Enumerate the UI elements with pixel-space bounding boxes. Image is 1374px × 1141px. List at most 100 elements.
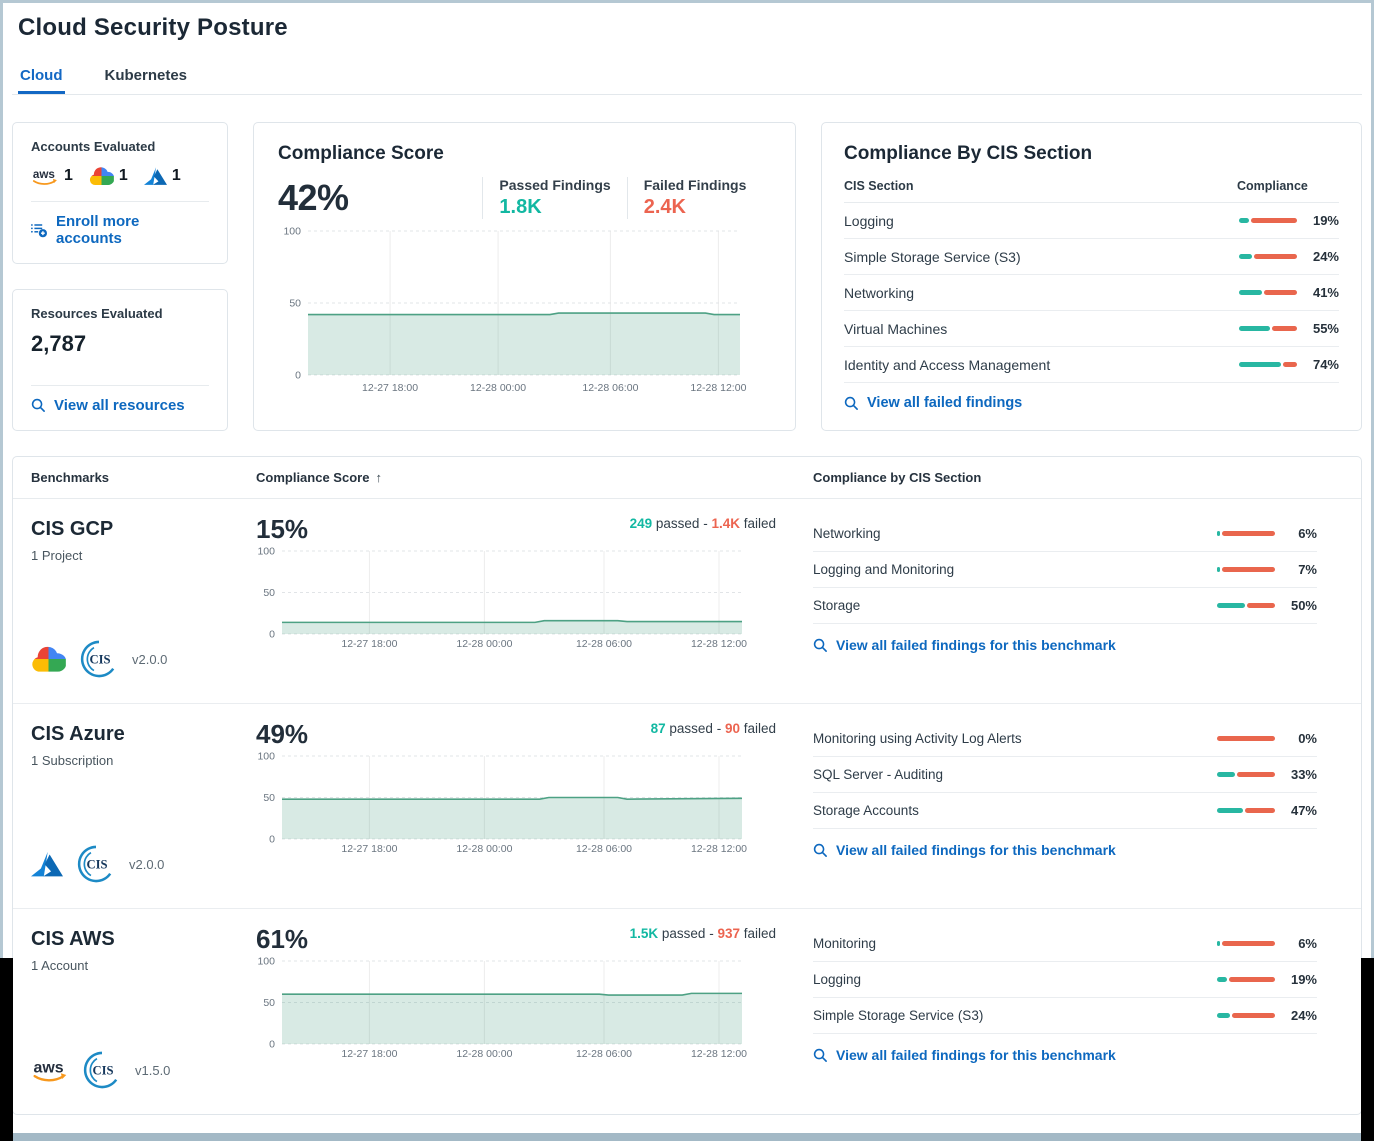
cis-section-label: Monitoring xyxy=(813,936,877,951)
benchmark-name: CIS GCP xyxy=(31,518,114,540)
cis-section-label: Simple Storage Service (S3) xyxy=(844,248,1021,265)
cis-section-row: Networking 6% xyxy=(813,516,1317,552)
cis-section-label: Monitoring using Activity Log Alerts xyxy=(813,731,1022,746)
view-failed-findings-link[interactable]: View all failed findings for this benchm… xyxy=(813,624,1116,653)
passed-count: 249 xyxy=(629,516,653,531)
bar-failed-segment xyxy=(1217,736,1275,741)
compliance-by-cis-section-card: Compliance By CIS Section CIS Section Co… xyxy=(821,122,1362,431)
svg-text:12-28 12:00: 12-28 12:00 xyxy=(691,843,747,855)
left-card-column: Accounts Evaluated aws 1 1 1 Enroll more ac… xyxy=(12,122,228,431)
svg-text:12-28 12:00: 12-28 12:00 xyxy=(691,1048,747,1060)
summary-cards-row: Accounts Evaluated aws 1 1 1 Enroll more ac… xyxy=(12,122,1362,431)
search-icon xyxy=(813,843,828,858)
resources-evaluated-value: 2,787 xyxy=(31,331,87,356)
resources-evaluated-title: Resources Evaluated xyxy=(31,306,163,321)
compliance-bar xyxy=(1239,362,1297,367)
svg-text:CIS: CIS xyxy=(87,858,108,872)
cis-section-row: Monitoring 6% xyxy=(813,926,1317,962)
cis-logo-icon: CIS xyxy=(76,844,116,884)
svg-text:12-27 18:00: 12-27 18:00 xyxy=(341,638,397,650)
compliance-bar xyxy=(1217,1013,1275,1018)
cis-section-row: Logging 19% xyxy=(844,203,1339,239)
failed-findings-value: 2.4K xyxy=(643,196,686,218)
cis-section-card-title: Compliance By CIS Section xyxy=(844,143,1093,164)
bar-failed-segment xyxy=(1247,603,1275,608)
cis-section-row: Logging and Monitoring 7% xyxy=(813,552,1317,588)
bar-passed-segment xyxy=(1217,808,1243,813)
cis-section-row: SQL Server - Auditing 33% xyxy=(813,757,1317,793)
tab-kubernetes[interactable]: Kubernetes xyxy=(104,67,188,84)
svg-text:12-28 06:00: 12-28 06:00 xyxy=(576,638,632,650)
accounts-evaluated-card: Accounts Evaluated aws 1 1 1 Enroll more ac… xyxy=(12,122,228,264)
compliance-bar-group: 0% xyxy=(1215,731,1317,746)
view-failed-findings-link[interactable]: View all failed findings for this benchm… xyxy=(813,829,1116,858)
cis-section-row: Simple Storage Service (S3) 24% xyxy=(813,998,1317,1034)
benchmark-score-column: 15% 249 passed - 1.4K failed 12-27 18:00 12… xyxy=(256,514,786,683)
svg-text:CIS: CIS xyxy=(90,653,111,667)
provider-azure-count: 1 xyxy=(143,166,181,186)
cis-logo-icon: CIS xyxy=(79,639,119,679)
svg-text:50: 50 xyxy=(263,792,275,804)
benchmark-row: CIS Azure 1 Subscription CIS v2.0.0 49% 87 pa… xyxy=(13,704,1361,909)
bar-failed-segment xyxy=(1264,290,1297,295)
passed-findings-label: Passed Findings xyxy=(499,177,611,193)
passed-word: passed - xyxy=(665,721,725,736)
bar-passed-segment xyxy=(1239,326,1270,331)
divider xyxy=(31,201,209,202)
svg-text:aws: aws xyxy=(33,168,55,181)
svg-text:CIS: CIS xyxy=(93,1064,114,1078)
compliance-score-column-header[interactable]: Compliance Score ↑ xyxy=(256,470,786,485)
svg-text:0: 0 xyxy=(269,1039,275,1051)
compliance-bar-group: 6% xyxy=(1215,936,1317,951)
provider-count-value: 1 xyxy=(118,167,128,184)
bar-passed-segment xyxy=(1217,603,1245,608)
bar-failed-segment xyxy=(1232,1013,1275,1018)
sort-ascending-icon: ↑ xyxy=(375,470,382,485)
providers-row: aws 1 1 1 xyxy=(31,166,209,186)
compliance-bar xyxy=(1217,808,1275,813)
benchmark-logos: CIS v2.0.0 xyxy=(31,844,256,888)
compliance-bar-group: 55% xyxy=(1237,321,1339,336)
window-frame-top xyxy=(0,0,1374,3)
bar-failed-segment xyxy=(1272,326,1297,331)
bar-failed-segment xyxy=(1222,531,1275,536)
compliance-bar xyxy=(1239,254,1297,259)
enroll-more-accounts-link[interactable]: Enroll more accounts xyxy=(31,202,209,247)
link-label: View all failed findings for this benchm… xyxy=(836,842,1116,858)
benchmark-scope: 1 Project xyxy=(31,548,83,563)
pass-fail-summary: 1.5K passed - 937 failed xyxy=(630,926,786,941)
tab-bar: Cloud Kubernetes xyxy=(12,67,1362,95)
bar-failed-segment xyxy=(1254,254,1297,259)
benchmark-row: CIS AWS 1 Account aws CIS v1.5.0 61% 1.5K pass… xyxy=(13,909,1361,1114)
benchmark-version: v1.5.0 xyxy=(135,1062,171,1078)
link-label: View all failed findings xyxy=(867,395,1023,411)
cis-section-row: Simple Storage Service (S3) 24% xyxy=(844,239,1339,275)
compliance-bar-group: 19% xyxy=(1215,972,1317,987)
link-label: Enroll more accounts xyxy=(56,213,140,247)
cis-logo-icon: CIS xyxy=(82,1050,122,1090)
benchmark-trend-chart: 12-27 18:00 12-28 00:00 12-28 06:00 12-28 1… xyxy=(256,751,786,861)
benchmark-name: CIS Azure xyxy=(31,723,125,745)
compliance-percent: 0% xyxy=(1298,731,1317,746)
cis-section-label: Storage xyxy=(813,598,861,613)
view-all-resources-link[interactable]: View all resources xyxy=(31,386,209,414)
bar-passed-segment xyxy=(1239,218,1249,223)
view-failed-findings-link[interactable]: View all failed findings for this benchm… xyxy=(813,1034,1116,1063)
passed-word: passed - xyxy=(658,926,718,941)
bar-passed-segment xyxy=(1239,362,1281,367)
bar-failed-segment xyxy=(1251,218,1297,223)
bar-failed-segment xyxy=(1229,977,1275,982)
cis-section-column-header: Compliance by CIS Section xyxy=(813,470,982,485)
resources-evaluated-card: Resources Evaluated 2,787 View all resou… xyxy=(12,289,228,431)
benchmark-scope: 1 Subscription xyxy=(31,753,114,768)
svg-text:12-28 00:00: 12-28 00:00 xyxy=(456,638,512,650)
cis-section-label: Logging xyxy=(844,212,894,229)
divider xyxy=(31,385,209,386)
tab-cloud[interactable]: Cloud xyxy=(18,67,65,94)
benchmark-version: v2.0.0 xyxy=(129,856,165,872)
view-all-failed-findings-link[interactable]: View all failed findings xyxy=(844,383,1339,411)
passed-findings-block: Passed Findings 1.8K xyxy=(482,177,626,219)
compliance-column-header: Compliance xyxy=(1237,179,1308,193)
compliance-percent: 7% xyxy=(1298,562,1317,577)
svg-text:12-28 06:00: 12-28 06:00 xyxy=(582,382,638,394)
